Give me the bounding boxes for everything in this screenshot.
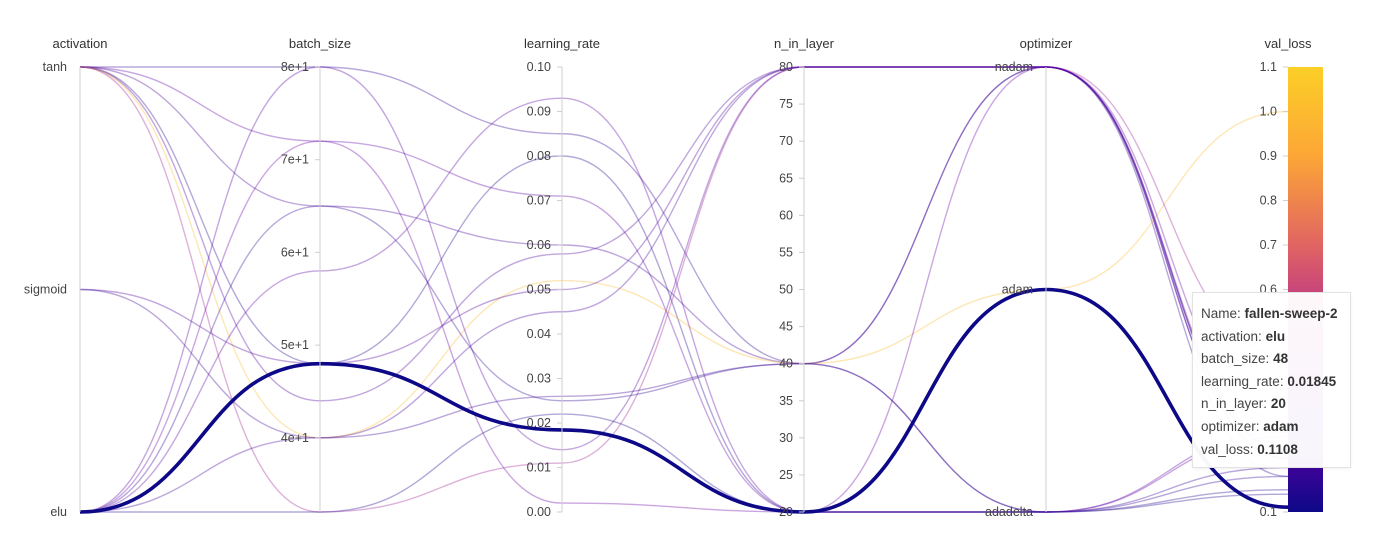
- tick-label: 0.02: [527, 416, 551, 430]
- tick-label: 0.07: [527, 194, 551, 208]
- run-line[interactable]: [79, 66, 1289, 513]
- axis-activation[interactable]: activation tanh sigmoid elu: [24, 36, 108, 519]
- tick-label: 1.1: [1260, 60, 1277, 74]
- tick-label: tanh: [43, 60, 67, 74]
- tick-label: 75: [779, 97, 793, 111]
- run-line[interactable]: [79, 66, 1289, 451]
- tick-label: 35: [779, 394, 793, 408]
- tooltip-row-name: Name: fallen-sweep-2: [1201, 306, 1338, 321]
- run-line-highlighted[interactable]: [79, 287, 1289, 514]
- axis-n-in-layer[interactable]: n_in_layer 80 75 70 65 60 55 50 45 40 35 30 25 20: [774, 36, 835, 519]
- tick-label: 8e+1: [281, 60, 309, 74]
- tick-label: 7e+1: [281, 153, 309, 167]
- tick-label: 0.8: [1260, 194, 1277, 208]
- run-tooltip: Name: fallen-sweep-2 activation: elu bat…: [1192, 292, 1351, 468]
- tick-label: 0.1: [1260, 505, 1277, 519]
- tick-label: 0.04: [527, 327, 551, 341]
- axis-title: n_in_layer: [774, 36, 835, 51]
- axis-title: optimizer: [1020, 36, 1073, 51]
- run-line[interactable]: [79, 66, 1289, 451]
- run-line[interactable]: [79, 66, 1289, 460]
- tick-label: adam: [1002, 283, 1033, 297]
- run-line[interactable]: [79, 413, 1289, 513]
- tick-label: 0.06: [527, 238, 551, 252]
- tooltip-row-n-in-layer: n_in_layer: 20: [1201, 396, 1286, 412]
- tick-label: 0.7: [1260, 238, 1277, 252]
- run-lines: [79, 66, 1289, 514]
- tooltip-row-learning-rate: learning_rate: 0.01845: [1201, 373, 1337, 389]
- tick-label: 40: [779, 357, 793, 371]
- tick-label: 50: [779, 283, 793, 297]
- tooltip-row-optimizer: optimizer: adam: [1201, 418, 1299, 434]
- tick-label: 0.05: [527, 283, 551, 297]
- tooltip-row-val-loss: val_loss: 0.1108: [1201, 441, 1298, 457]
- tick-label: 4e+1: [281, 431, 309, 445]
- axis-title: learning_rate: [524, 36, 600, 51]
- run-line[interactable]: [79, 288, 1289, 513]
- tooltip-row-activation: activation: elu: [1201, 328, 1286, 344]
- tick-label: 25: [779, 468, 793, 482]
- tick-label: 70: [779, 134, 793, 148]
- tick-label: 6e+1: [281, 245, 309, 259]
- tick-label: 60: [779, 208, 793, 222]
- tick-label: 0.09: [527, 105, 551, 119]
- run-line[interactable]: [79, 66, 1289, 439]
- tick-label: 0.01: [527, 461, 551, 475]
- axis-optimizer[interactable]: optimizer nadam adam adadelta: [985, 36, 1073, 519]
- tick-label: 55: [779, 245, 793, 259]
- tick-label: 0.08: [527, 149, 551, 163]
- run-line[interactable]: [79, 66, 1289, 513]
- tick-label: 1.0: [1260, 105, 1277, 119]
- tick-label: 0.10: [527, 60, 551, 74]
- tick-label: 65: [779, 171, 793, 185]
- run-line[interactable]: [79, 66, 1289, 513]
- tick-label: 80: [779, 60, 793, 74]
- run-line[interactable]: [79, 66, 1289, 513]
- tick-label: 45: [779, 320, 793, 334]
- tick-label: 0.9: [1260, 149, 1277, 163]
- axis-learning-rate[interactable]: learning_rate 0.10 0.09 0.08 0.07 0.06 0.05 0.0…: [524, 36, 600, 519]
- tooltip-row-batch-size: batch_size: 48: [1201, 351, 1289, 367]
- tick-label: sigmoid: [24, 283, 67, 297]
- axis-batch-size[interactable]: batch_size 8e+1 7e+1 6e+1 5e+1 4e+1: [281, 36, 351, 512]
- tick-label: 5e+1: [281, 338, 309, 352]
- tick-label: elu: [50, 505, 67, 519]
- tick-label: 20: [779, 505, 793, 519]
- axis-title: activation: [53, 36, 108, 51]
- tick-label: 0.03: [527, 372, 551, 386]
- tick-label: 0.00: [527, 505, 551, 519]
- tick-label: 30: [779, 431, 793, 445]
- axis-title: batch_size: [289, 36, 351, 51]
- run-line[interactable]: [79, 97, 1289, 513]
- tick-label: nadam: [995, 60, 1033, 74]
- run-line[interactable]: [80, 66, 1289, 478]
- axis-title: val_loss: [1265, 36, 1312, 51]
- tick-label: adadelta: [985, 505, 1033, 519]
